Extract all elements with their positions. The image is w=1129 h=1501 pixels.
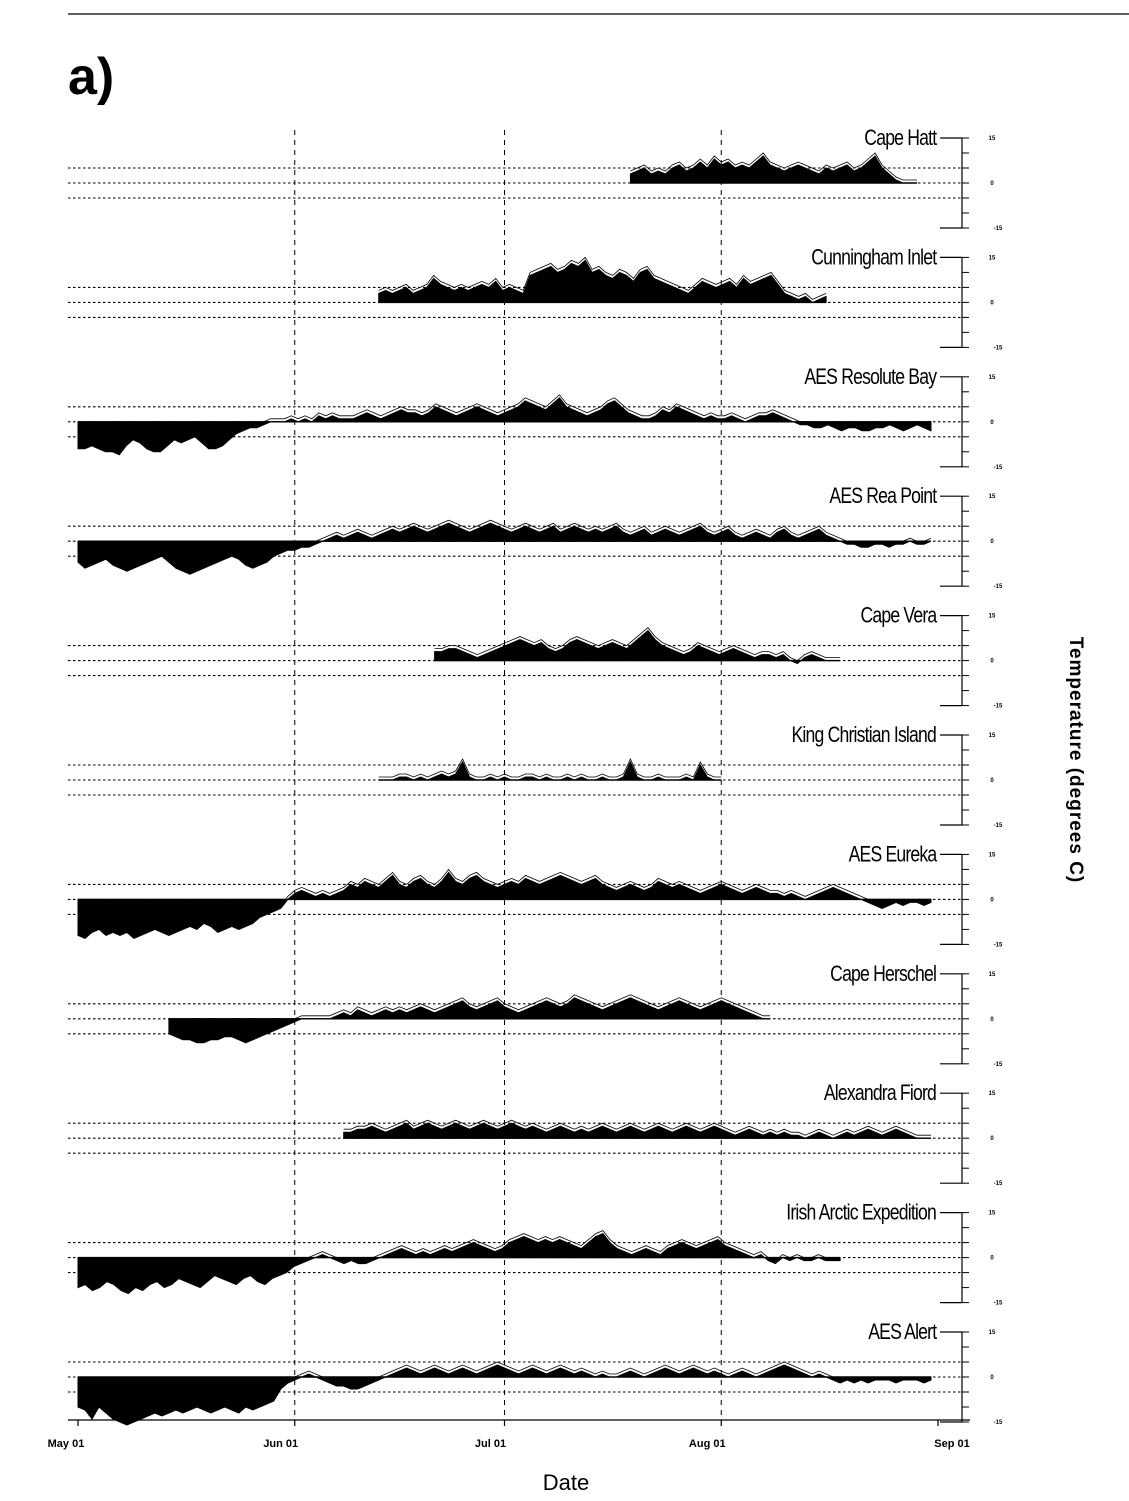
y-tick-label: 15 <box>989 1211 996 1217</box>
station-panel: 15 0 -15 AES Resolute Bay <box>68 365 1003 471</box>
y-tick-label: 0 <box>990 181 994 187</box>
x-tick-label: Jun 01 <box>263 1438 298 1450</box>
y-tick-label: 15 <box>989 1091 996 1097</box>
station-name: AES Rea Point <box>829 484 937 508</box>
temperature-area <box>77 397 932 456</box>
temperature-trace <box>77 868 932 936</box>
y-tick-label: 15 <box>989 1330 996 1336</box>
y-tick-label: 15 <box>989 852 996 858</box>
temperature-trace <box>78 394 932 453</box>
y-tick-label: -15 <box>994 1062 1003 1068</box>
temperature-trace <box>77 1361 932 1423</box>
temperature-trace <box>77 1230 841 1292</box>
y-axis-title: Temperature (degrees C) <box>1065 637 1086 884</box>
temperature-area <box>343 1122 931 1139</box>
panel-label: a) <box>68 48 114 106</box>
x-tick-label: Aug 01 <box>689 1438 726 1450</box>
temperature-area <box>434 629 841 665</box>
temperature-trace <box>434 627 841 662</box>
y-tick-label: 15 <box>989 136 996 142</box>
y-tick-label: -15 <box>994 226 1003 232</box>
temperature-trace <box>77 519 932 572</box>
station-name: Irish Arctic Expedition <box>786 1201 936 1225</box>
station-name: AES Alert <box>868 1320 937 1344</box>
station-panel: 15 0 -15 Cunningham Inlet <box>68 246 1003 351</box>
station-panel: 15 0 -15 AES Alert <box>68 1320 1003 1426</box>
y-tick-label: 0 <box>990 1256 994 1262</box>
y-tick-label: -15 <box>994 1181 1003 1187</box>
temperature-area <box>77 1364 932 1426</box>
y-tick-label: 15 <box>989 614 996 620</box>
y-tick-label: 15 <box>989 494 996 500</box>
temperature-area <box>77 871 932 939</box>
station-name: Cape Hatt <box>864 126 937 150</box>
station-panel: 15 0 -15 Alexandra Fiord <box>68 1081 1003 1187</box>
y-tick-label: 0 <box>990 1136 994 1142</box>
y-tick-label: 0 <box>990 539 994 545</box>
station-name: Cape Herschel <box>830 962 936 986</box>
y-tick-label: -15 <box>994 465 1003 471</box>
y-tick-label: -15 <box>994 823 1003 829</box>
station-panels: 15 0 -15 Cape Hatt 15 0 -15 Cunningham Inlet 15 0… <box>68 126 1003 1426</box>
station-name: AES Resolute Bay <box>804 365 937 389</box>
x-tick-label: May 01 <box>48 1438 85 1450</box>
y-tick-label: -15 <box>994 584 1003 590</box>
temperature-trace <box>168 994 771 1041</box>
y-tick-label: 0 <box>990 897 994 903</box>
temperature-area <box>629 155 917 184</box>
station-panel: 15 0 -15 AES Rea Point <box>68 484 1003 590</box>
station-panel: 15 0 -15 Irish Arctic Expedition <box>68 1201 1003 1307</box>
y-tick-label: -15 <box>994 1301 1003 1307</box>
station-panel: 15 0 -15 King Christian Island <box>68 723 1003 829</box>
y-tick-label: 15 <box>989 972 996 978</box>
station-name: Cunningham Inlet <box>811 246 937 270</box>
station-name: Cape Vera <box>860 604 938 628</box>
temperature-area <box>378 259 827 303</box>
y-tick-label: 0 <box>990 1375 994 1381</box>
y-tick-label: 15 <box>989 375 996 381</box>
station-panel: 15 0 -15 Cape Vera <box>68 604 1003 710</box>
y-tick-label: 0 <box>990 300 994 306</box>
x-axis-title: Date <box>543 1470 589 1495</box>
y-tick-label: -15 <box>994 704 1003 710</box>
temperature-trace <box>378 256 827 300</box>
temperature-trace <box>378 758 722 778</box>
station-panel: 15 0 -15 Cape Hatt <box>68 126 1003 232</box>
temperature-trace <box>343 1119 931 1136</box>
y-tick-label: 0 <box>990 1017 994 1023</box>
temperature-area <box>168 997 771 1044</box>
y-tick-label: -15 <box>994 942 1003 948</box>
y-tick-label: 0 <box>990 420 994 426</box>
x-tick-label: Jul 01 <box>475 1438 506 1450</box>
temperature-trace <box>630 152 917 181</box>
station-panel: 15 0 -15 AES Eureka <box>68 843 1003 948</box>
y-tick-label: 0 <box>990 778 994 784</box>
station-panel: 15 0 -15 Cape Herschel <box>68 962 1003 1068</box>
x-tick-label: Sep 01 <box>934 1438 969 1450</box>
station-name: AES Eureka <box>849 843 938 867</box>
station-name: Alexandra Fiord <box>824 1081 936 1105</box>
y-tick-label: -15 <box>994 1420 1003 1426</box>
date-gridlines <box>294 130 722 1420</box>
y-tick-label: 0 <box>990 659 994 665</box>
y-tick-label: 15 <box>989 255 996 261</box>
date-axis: May 01 Jun 01 Jul 01 Aug 01 Sep 01 <box>48 1419 970 1450</box>
temperature-area <box>77 522 932 575</box>
y-tick-label: -15 <box>994 345 1003 351</box>
y-tick-label: 15 <box>989 733 996 739</box>
station-name: King Christian Island <box>792 723 936 747</box>
